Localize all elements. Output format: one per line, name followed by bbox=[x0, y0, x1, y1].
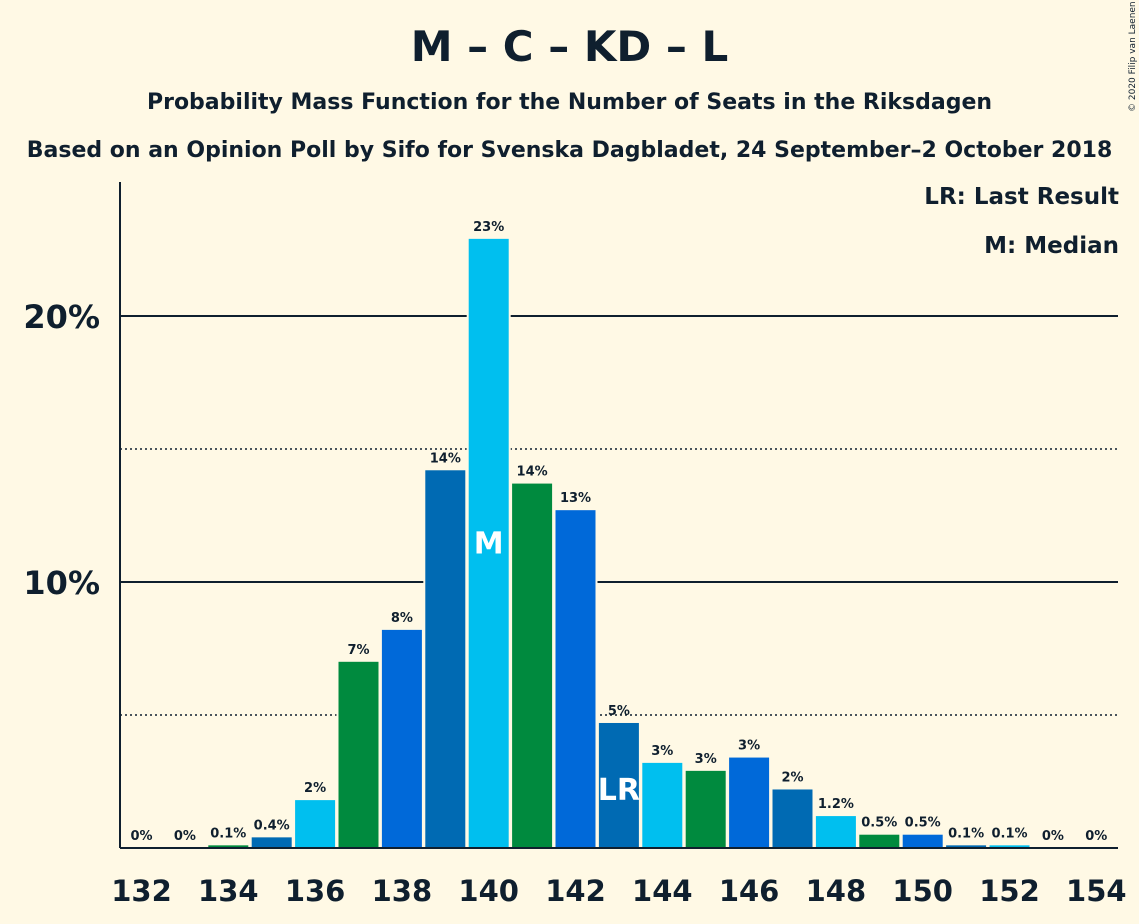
bar-value-label: 0% bbox=[1042, 829, 1064, 844]
bar-value-label: 1.2% bbox=[818, 797, 854, 812]
bar-147 bbox=[772, 789, 813, 848]
bar-151 bbox=[946, 845, 987, 848]
bar-150 bbox=[902, 834, 943, 848]
x-tick-label: 152 bbox=[979, 874, 1040, 908]
bar-139 bbox=[425, 470, 466, 848]
x-tick-label: 136 bbox=[285, 874, 346, 908]
bar-value-label: 14% bbox=[430, 451, 461, 466]
chart-title: M – C – KD – L bbox=[410, 22, 729, 71]
bar-140 bbox=[468, 238, 509, 849]
bar-134 bbox=[208, 845, 249, 848]
y-tick-label: 20% bbox=[23, 298, 100, 336]
bar-value-label: 0% bbox=[130, 829, 152, 844]
x-tick-label: 132 bbox=[111, 874, 172, 908]
x-tick-label: 138 bbox=[372, 874, 433, 908]
bar-148 bbox=[815, 816, 856, 848]
bar-144 bbox=[642, 762, 683, 848]
last-result-marker: LR bbox=[598, 773, 640, 808]
bar-value-label: 0% bbox=[174, 829, 196, 844]
legend-median: M: Median bbox=[984, 233, 1119, 259]
bar-135 bbox=[251, 837, 292, 848]
bar-142 bbox=[555, 510, 596, 848]
bar-value-label: 0.4% bbox=[254, 818, 290, 833]
x-tick-label: 150 bbox=[892, 874, 953, 908]
bar-value-label: 0.1% bbox=[210, 826, 246, 841]
x-tick-label: 140 bbox=[458, 874, 519, 908]
bar-value-label: 23% bbox=[473, 220, 504, 235]
bar-141 bbox=[512, 483, 553, 848]
bar-136 bbox=[295, 800, 336, 848]
x-tick-label: 146 bbox=[719, 874, 780, 908]
bar-value-label: 0% bbox=[1085, 829, 1107, 844]
bar-value-label: 13% bbox=[560, 491, 591, 506]
x-tick-label: 142 bbox=[545, 874, 606, 908]
bar-value-label: 8% bbox=[391, 611, 413, 626]
legend-last-result: LR: Last Result bbox=[924, 184, 1119, 210]
x-tick-label: 144 bbox=[632, 874, 693, 908]
bar-145 bbox=[685, 770, 726, 848]
bar-value-label: 7% bbox=[347, 643, 369, 658]
bar-value-label: 0.1% bbox=[948, 826, 984, 841]
x-tick-label: 148 bbox=[806, 874, 867, 908]
bar-143 bbox=[598, 722, 639, 848]
x-tick-label: 134 bbox=[198, 874, 259, 908]
bar-152 bbox=[989, 845, 1030, 848]
bar-138 bbox=[381, 629, 422, 848]
bar-value-label: 0.5% bbox=[861, 816, 897, 831]
x-tick-label: 154 bbox=[1066, 874, 1127, 908]
bar-value-label: 3% bbox=[738, 739, 760, 754]
bar-149 bbox=[859, 834, 900, 848]
bar-value-label: 3% bbox=[695, 752, 717, 767]
bar-value-label: 0.1% bbox=[991, 826, 1027, 841]
chart-source-line: Based on an Opinion Poll by Sifo for Sve… bbox=[26, 138, 1113, 163]
bar-value-label: 14% bbox=[517, 465, 548, 480]
bar-146 bbox=[729, 757, 770, 848]
y-tick-label: 10% bbox=[23, 564, 100, 602]
bar-value-label: 2% bbox=[304, 781, 326, 796]
bar-value-label: 5% bbox=[608, 704, 630, 719]
bar-value-label: 3% bbox=[651, 744, 673, 759]
chart-subtitle: Probability Mass Function for the Number… bbox=[146, 90, 993, 115]
bar-137 bbox=[338, 661, 379, 848]
median-marker: M bbox=[474, 526, 504, 561]
bar-value-label: 0.5% bbox=[905, 816, 941, 831]
bar-value-label: 2% bbox=[781, 770, 803, 785]
